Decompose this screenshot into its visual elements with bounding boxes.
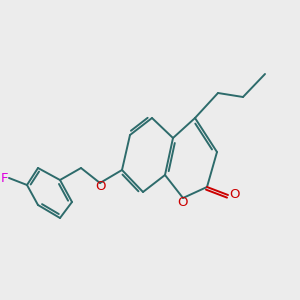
Text: F: F bbox=[1, 172, 9, 184]
Text: O: O bbox=[178, 196, 188, 208]
Text: O: O bbox=[95, 181, 105, 194]
Text: O: O bbox=[229, 188, 239, 202]
